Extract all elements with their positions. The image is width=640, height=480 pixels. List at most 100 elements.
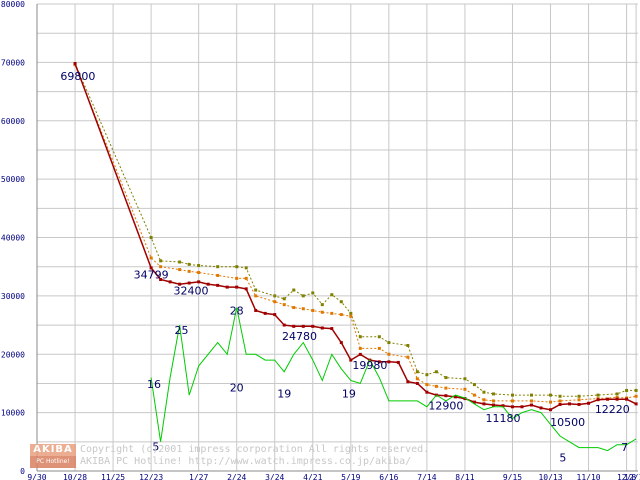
data-point-price-avg [491,399,495,403]
series-line-price-min [74,63,637,411]
data-point-price-avg [349,314,353,318]
x-tick-label: 2/24 [227,473,246,480]
data-point-price-min [472,400,476,404]
y-tick-label: 60000 [1,117,25,126]
data-point-price-min [187,281,191,285]
data-point-price-max [149,236,153,239]
data-label: 19 [277,387,291,400]
y-tick-label: 70000 [1,58,25,67]
data-point-price-avg [549,400,553,404]
data-point-price-max [235,265,239,269]
data-point-price-min [273,313,277,317]
data-point-price-avg [216,273,220,277]
y-tick-label: 30000 [1,292,25,301]
data-point-price-avg [387,352,391,356]
data-point-price-min [463,397,467,401]
data-label: 25 [175,324,189,337]
akiba-logo: AKIBA PC Hotline! [30,444,76,468]
data-point-price-avg [178,268,182,272]
data-label: 10500 [550,416,585,429]
data-point-price-avg [311,308,315,312]
data-point-price-min [244,287,248,291]
data-point-price-avg [339,313,343,317]
data-label: 11180 [485,412,520,425]
x-tick-label: 10/13 [538,473,562,480]
data-point-price-min [406,380,410,384]
series-line-price-max [74,63,637,397]
data-point-price-avg [529,399,533,403]
data-point-price-min [568,402,572,406]
data-point-price-min [349,358,353,362]
x-tick-label: 7/14 [417,473,436,480]
data-point-price-min [292,324,296,328]
data-point-price-avg [149,256,153,260]
data-point-price-avg [273,300,277,304]
data-point-price-max [472,383,476,387]
data-label: 5 [559,452,566,465]
x-tick-label: 12/8 [617,473,636,480]
copyright-line-1: Copyright (c)2001 impress corporation Al… [80,444,430,455]
data-point-price-min [529,403,533,407]
logo-top-text: AKIBA [30,444,76,456]
data-point-price-max [434,370,438,374]
data-label: 19980 [352,359,387,372]
data-point-price-min [216,283,220,287]
data-point-price-min [491,403,495,407]
y-tick-label: 40000 [1,234,25,243]
data-point-price-avg [406,355,410,359]
data-point-price-max [491,392,495,396]
data-point-price-max [254,288,258,292]
data-point-price-min [482,402,486,406]
chart-axes [36,4,638,472]
data-point-price-max [197,264,201,268]
y-tick-label: 50000 [1,175,25,184]
data-point-price-max [634,388,638,392]
x-tick-label: 11/10 [577,473,601,480]
x-tick-label: 11/25 [101,473,125,480]
data-point-price-max [273,294,277,298]
data-label: 19 [342,387,356,400]
data-point-price-max [463,377,467,381]
data-point-price-avg [472,393,476,397]
data-point-price-max [482,390,486,394]
x-tick-label: 6/16 [379,473,398,480]
data-point-price-min [358,352,362,356]
copyright-line-2: AKIBA PC Hotline! http://www.watch.impre… [80,456,412,467]
data-point-price-min [501,404,505,408]
data-point-price-max [216,265,220,269]
data-point-price-min [387,360,391,364]
data-point-price-min [377,360,381,364]
data-label: 12900 [428,400,463,413]
data-point-price-min [197,280,201,284]
data-point-price-max [320,303,324,307]
data-label: 12220 [595,403,630,416]
data-point-price-max [178,260,182,264]
data-point-price-avg [301,307,305,311]
data-label: 28 [230,305,244,318]
data-point-price-min [149,266,153,270]
data-point-price-avg [159,265,163,269]
data-point-price-max [244,266,248,270]
data-point-price-min [425,390,429,394]
x-tick-label: 10/28 [63,473,87,480]
data-point-price-min [625,397,629,401]
data-point-price-min [168,280,172,284]
x-tick-label: 5/19 [341,473,360,480]
data-point-price-min [301,324,305,328]
data-point-price-avg [510,399,514,403]
data-point-price-min [615,397,619,401]
data-point-price-min [282,323,286,327]
data-point-price-avg [634,394,638,398]
copyright-notice: Copyright (c)2001 impress corporation Al… [80,444,429,468]
data-point-price-avg [320,310,324,314]
data-point-price-avg [615,395,619,399]
data-point-price-max [625,388,629,392]
data-point-price-min [549,408,553,412]
data-point-price-min [206,282,210,286]
data-point-price-avg [330,311,334,315]
x-tick-label: 12/15 [624,473,640,480]
data-point-price-min [263,311,267,315]
x-tick-label: 9/30 [27,473,46,480]
y-tick-label: 80000 [1,0,25,9]
data-point-price-max [510,393,514,397]
